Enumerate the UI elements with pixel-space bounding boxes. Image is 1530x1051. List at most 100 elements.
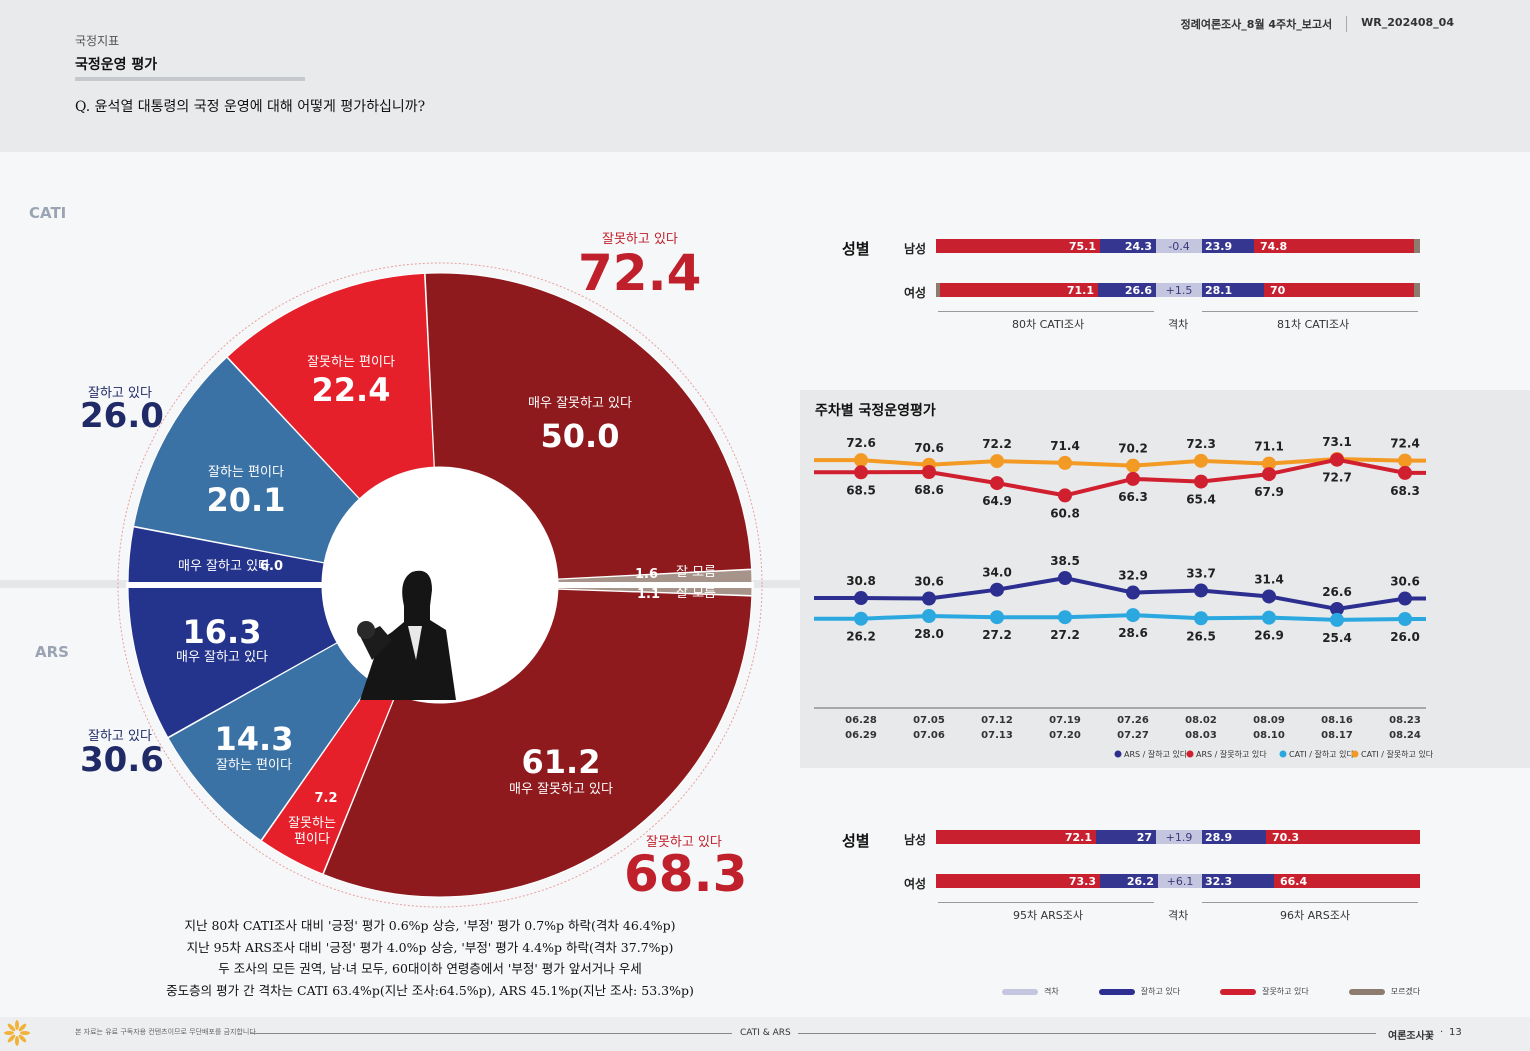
slice-value: 22.4 — [312, 371, 391, 409]
president-photo — [357, 570, 456, 700]
legend-label: ARS / 잘못하고 있다 — [1196, 749, 1267, 759]
mode-label-cati: CATI — [29, 204, 67, 222]
trend-point — [922, 591, 936, 606]
legend-label: ARS / 잘하고 있다 — [1124, 749, 1188, 759]
trend-point — [1262, 456, 1276, 471]
trend-point — [1126, 471, 1140, 486]
trend-tick-label: 08.09 — [1253, 715, 1285, 726]
slice-value: 7.2 — [314, 791, 337, 806]
trend-point — [854, 465, 868, 480]
legend-swatch — [1098, 988, 1135, 995]
page-number: 13 — [1449, 1027, 1462, 1038]
trend-data-label: 71.1 — [1254, 440, 1284, 454]
trend-point — [1126, 585, 1140, 600]
title-underline — [75, 77, 305, 81]
slice-label: 잘못하는 편이다 — [307, 355, 395, 370]
bar-cur-neg: 66.4 — [1274, 874, 1420, 888]
trend-data-label: 30.6 — [914, 575, 944, 589]
trend-data-label: 68.3 — [1390, 484, 1420, 498]
trend-point — [1262, 467, 1276, 482]
footer-center: CATI & ARS — [740, 1028, 791, 1038]
category-label: 국정지표 — [75, 34, 120, 48]
bar-prev-pos: 26.2 — [1100, 874, 1158, 888]
trend-tick-label: 08.02 — [1185, 715, 1217, 726]
legend-label: CATI / 잘못하고 있다 — [1361, 749, 1434, 759]
trend-point — [854, 453, 868, 468]
report-meta: 정례여론조사_8월 4주차_보고서 WR_202408_04 — [1181, 16, 1454, 32]
bar-cur-neg: 70 — [1264, 283, 1414, 297]
trend-data-label: 34.0 — [982, 566, 1012, 580]
footer-line — [938, 311, 1154, 312]
summary-text: 지난 80차 CATI조사 대비 '긍정' 평가 0.6%p 상승, '부정' … — [130, 915, 730, 1001]
trend-point — [1126, 458, 1140, 473]
bar-prev-neg: 75.1 — [936, 239, 1100, 253]
trend-point — [1330, 452, 1344, 467]
trend-point — [1398, 612, 1412, 626]
trend-point — [1398, 465, 1412, 480]
legend-label: CATI / 잘하고 있다 — [1289, 749, 1354, 759]
bar-prev-neg: 73.3 — [936, 874, 1100, 888]
slice-value: 14.3 — [215, 720, 294, 758]
legend-label: 잘하고 있다 — [1140, 987, 1181, 996]
trend-data-label: 26.2 — [846, 630, 876, 644]
trend-point — [1194, 611, 1208, 626]
legend-item-negative: 잘못하고 있다 — [1220, 986, 1309, 997]
ars-gender-row-label: 남성 — [904, 833, 927, 847]
slice-label: 매우 잘하고 있다 — [176, 650, 268, 665]
report-code: WR_202408_04 — [1361, 16, 1454, 29]
trend-point — [990, 476, 1004, 491]
cati-gender-bar-female: 71.1 26.6 +1.5 28.1 70 — [936, 283, 1420, 297]
summary-line: 중도층의 평가 간 격차는 CATI 63.4%p(지난 조사:64.5%p),… — [166, 982, 694, 998]
trend-legend: ARS / 잘하고 있다 ARS / 잘못하고 있다 CATI / 잘하고 있다 CA… — [1114, 749, 1434, 759]
trend-point — [854, 611, 868, 626]
bar-prev-pos: 24.3 — [1100, 239, 1156, 253]
slice-value: 61.2 — [522, 743, 601, 781]
cati-gender-title: 성별 — [842, 240, 870, 258]
trend-point — [1398, 591, 1412, 606]
report-title: 정례여론조사_8월 4주차_보고서 — [1180, 18, 1333, 31]
trend-point — [990, 454, 1004, 469]
trend-data-label: 70.6 — [914, 441, 944, 455]
bar-unknown — [936, 283, 940, 297]
cati-gender-bar-male: 75.1 24.3 -0.4 23.9 74.8 — [936, 239, 1420, 253]
bar-cur-pos: 23.9 — [1202, 239, 1254, 253]
trend-data-label: 70.2 — [1118, 442, 1148, 456]
mode-label-ars: ARS — [35, 643, 69, 661]
legend-dot — [1279, 750, 1287, 758]
legend-swatch — [1348, 988, 1385, 995]
survey-question: Q. 윤석열 대통령의 국정 운영에 대해 어떻게 평가하십니까? — [75, 99, 426, 115]
trend-data-label: 26.6 — [1322, 585, 1352, 599]
trend-tick-label: 07.06 — [913, 730, 945, 741]
slice-value: 1.1 — [637, 587, 660, 602]
footer-line — [1202, 311, 1418, 312]
bar-unknown — [1414, 239, 1420, 253]
cati-positive-total: 26.0 — [80, 396, 164, 436]
bar-diff: +1.5 — [1156, 283, 1202, 297]
trend-tick-label: 08.03 — [1185, 730, 1217, 741]
trend-data-label: 71.4 — [1050, 439, 1080, 453]
bar-cur-neg: 70.3 — [1266, 830, 1420, 844]
legend-dot — [1186, 750, 1194, 758]
trend-point — [1262, 589, 1276, 604]
summary-line: 지난 95차 ARS조사 대비 '긍정' 평가 4.0%p 상승, '부정' 평… — [186, 939, 674, 955]
footer-rule — [798, 1033, 1376, 1034]
ars-negative-label: 잘못하고 있다 — [646, 835, 722, 850]
trend-data-label: 26.5 — [1186, 629, 1216, 643]
slice-value: 50.0 — [541, 417, 620, 455]
summary-line: 지난 80차 CATI조사 대비 '긍정' 평가 0.6%p 상승, '부정' … — [184, 918, 676, 933]
ars-diff-label: 격차 — [1168, 909, 1189, 922]
trend-panel — [800, 390, 1530, 768]
trend-point — [854, 591, 868, 606]
footer-disclaimer: 본 자료는 유료 구독자용 컨텐츠이므로 무단배포를 금지합니다 — [75, 1028, 256, 1036]
trend-point — [1194, 583, 1208, 598]
trend-point — [1194, 474, 1208, 489]
cati-cur-survey: 81차 CATI조사 — [1277, 318, 1350, 331]
legend-swatch — [1220, 988, 1257, 995]
trend-title: 주차별 국정운영평가 — [815, 403, 936, 419]
trend-tick-label: 07.20 — [1049, 730, 1081, 741]
ars-positive-label: 잘하고 있다 — [88, 729, 152, 744]
trend-point — [1194, 453, 1208, 468]
trend-data-label: 68.6 — [914, 483, 944, 497]
trend-data-label: 72.6 — [846, 436, 876, 450]
